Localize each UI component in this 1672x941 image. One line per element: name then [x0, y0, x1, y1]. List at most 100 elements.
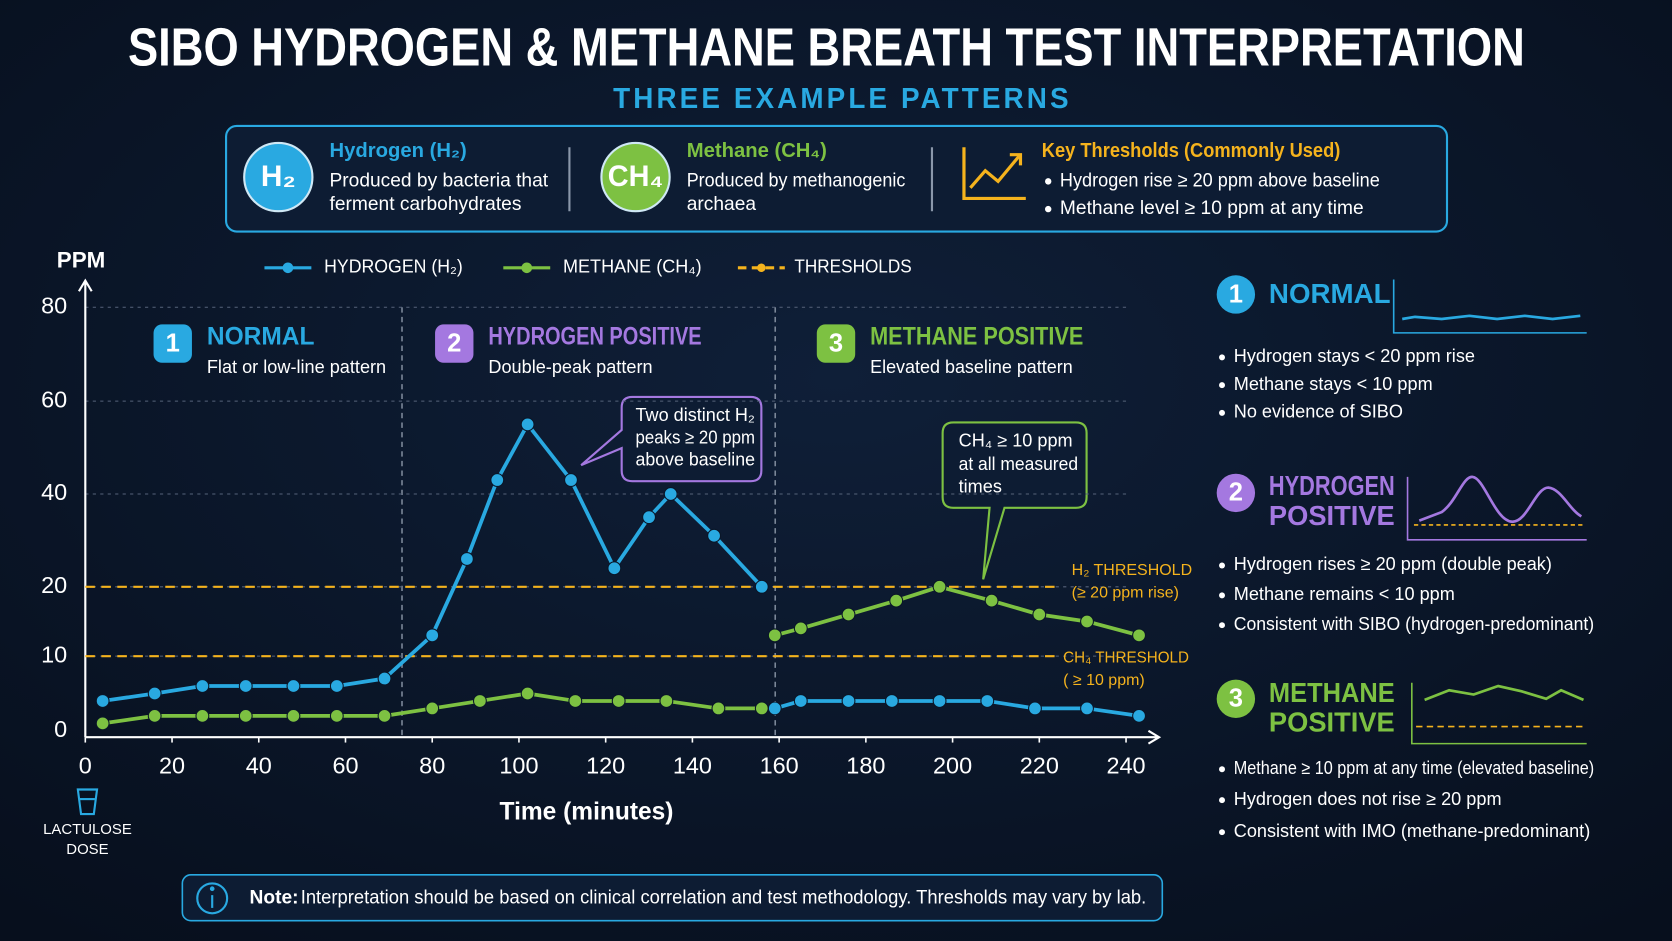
y-tick-label: 0	[54, 716, 67, 742]
bullet	[1045, 178, 1052, 185]
data-point	[286, 679, 301, 693]
panel-badge	[816, 324, 856, 363]
gas-description: Produced by methanogenic	[687, 170, 906, 191]
trend-icon	[962, 147, 1026, 201]
data-point	[147, 686, 162, 701]
bullet	[1219, 592, 1225, 599]
footer-text: Interpretation should be based on clinic…	[301, 887, 1147, 908]
callout	[580, 395, 763, 483]
data-point	[932, 694, 947, 708]
y-tick-label: 60	[41, 386, 67, 412]
cup-icon	[76, 788, 99, 816]
data-point	[286, 708, 301, 723]
data-point	[707, 528, 722, 543]
bullet	[1219, 622, 1225, 629]
card-bullet: Methane remains < 10 ppm	[1234, 584, 1455, 604]
callout	[941, 421, 1088, 580]
x-tick-label: 120	[586, 752, 625, 778]
data-point	[932, 579, 947, 594]
card-title: HYDROGEN	[1269, 470, 1395, 501]
panel-title: NORMAL	[207, 324, 315, 351]
card-title: NORMAL	[1269, 278, 1391, 309]
x-tick-label: 140	[673, 752, 712, 778]
data-point	[238, 708, 253, 723]
data-point	[564, 473, 578, 487]
bullet	[1219, 766, 1225, 773]
card-bullet: No evidence of SIBO	[1234, 402, 1403, 422]
card-title: METHANE	[1269, 677, 1395, 708]
gas-description: ferment carbohydrates	[329, 194, 521, 215]
data-point	[611, 694, 626, 708]
y-tick-label: 40	[41, 479, 67, 505]
card-bullet: Hydrogen stays < 20 ppm rise	[1234, 346, 1475, 366]
card-title: POSITIVE	[1269, 500, 1395, 531]
threshold-rule: Methane level ≥ 10 ppm at any time	[1060, 198, 1364, 219]
data-point	[793, 621, 808, 636]
x-tick-label: 100	[499, 752, 538, 778]
threshold-label: ( ≥ 10 ppm)	[1063, 672, 1145, 689]
card-number: 3	[1229, 685, 1243, 713]
data-point	[642, 510, 656, 525]
gas-icon-label: CH₄	[608, 160, 663, 193]
gas-icon-label: H₂	[261, 160, 296, 193]
data-point	[767, 628, 782, 643]
data-point	[711, 701, 726, 716]
panel-number: 3	[829, 329, 843, 357]
panel-subtitle: Elevated baseline pattern	[870, 357, 1073, 377]
panel-badge	[435, 324, 474, 363]
thresholds-title: Key Thresholds (Commonly Used)	[1042, 140, 1341, 162]
legend-label: METHANE (CH₄)	[563, 257, 702, 277]
data-point	[793, 694, 808, 708]
bullet	[1219, 562, 1225, 569]
x-tick-label: 180	[846, 752, 885, 778]
data-point	[1080, 614, 1094, 629]
dose-note: LACTULOSE	[43, 821, 132, 838]
data-point	[1032, 607, 1047, 622]
sparkline-methane	[1411, 682, 1587, 745]
footer-label: Note:	[250, 887, 299, 908]
data-point	[377, 708, 392, 723]
data-point	[889, 593, 904, 608]
data-point	[329, 679, 344, 693]
annotation: Two distinct H₂	[636, 405, 755, 425]
data-point	[659, 694, 674, 708]
bullet	[1045, 205, 1052, 213]
y-axis	[77, 278, 93, 738]
y-tick-label: 20	[41, 572, 67, 598]
data-point	[520, 417, 535, 432]
legend-label: HYDROGEN (H₂)	[324, 257, 463, 277]
x-tick-label: 240	[1106, 752, 1145, 778]
data-point	[980, 694, 995, 708]
data-point	[841, 694, 856, 708]
bullet	[1219, 409, 1225, 416]
card-bullet: Hydrogen does not rise ≥ 20 ppm	[1234, 789, 1502, 809]
legend-dot	[282, 262, 294, 274]
gas-title: Methane (CH₄)	[687, 140, 827, 162]
card-title: POSITIVE	[1269, 707, 1395, 738]
footer-box	[181, 874, 1164, 922]
y-tick-label: 10	[41, 641, 67, 667]
bullet	[1219, 797, 1225, 804]
bullet	[1219, 382, 1225, 389]
data-point	[520, 686, 535, 701]
data-point	[195, 708, 210, 723]
gas-description: Produced by bacteria that	[329, 170, 548, 191]
data-point	[95, 694, 110, 708]
data-point	[754, 701, 769, 716]
legend-label: THRESHOLDS	[794, 257, 911, 277]
panel-number: 1	[166, 329, 180, 357]
panel-subtitle: Flat or low-line pattern	[207, 357, 386, 377]
gas-icon	[243, 141, 314, 213]
data-point	[884, 694, 899, 708]
card-bullet: Hydrogen rises ≥ 20 ppm (double peak)	[1234, 554, 1552, 574]
card-badge	[1216, 679, 1256, 719]
data-point	[425, 628, 440, 643]
annotation: above baseline	[636, 450, 755, 470]
data-point	[754, 579, 769, 594]
gas-icon	[600, 141, 671, 213]
data-point	[607, 561, 622, 576]
data-point	[490, 473, 505, 487]
x-tick-label: 220	[1020, 752, 1059, 778]
data-point	[195, 679, 210, 693]
y-tick-label: 80	[41, 292, 67, 318]
